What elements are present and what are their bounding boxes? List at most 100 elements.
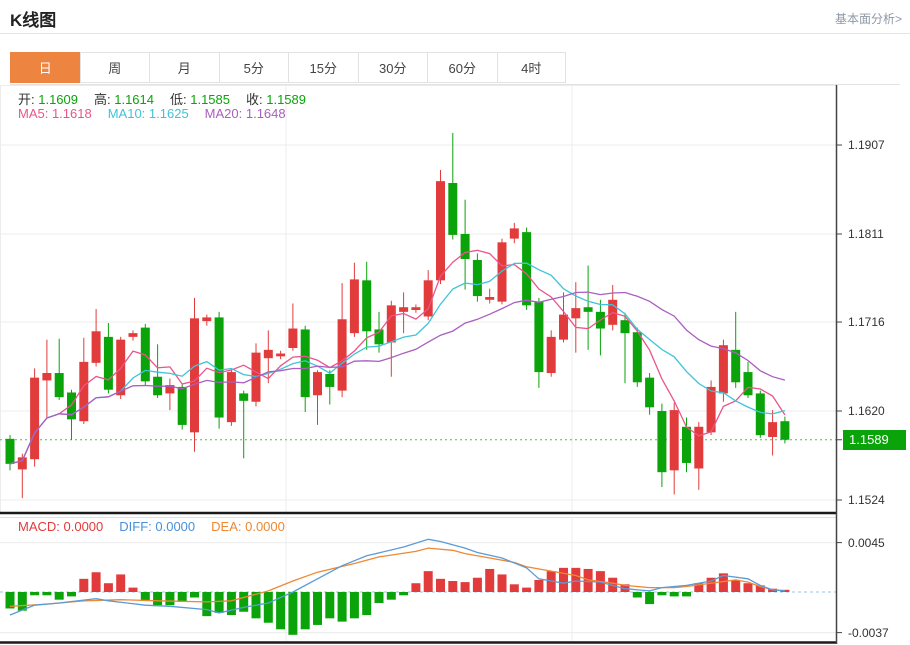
macd-bar[interactable] <box>349 592 359 619</box>
candle[interactable] <box>202 317 212 322</box>
macd-bar[interactable] <box>411 583 421 592</box>
candle[interactable] <box>103 336 113 390</box>
candle[interactable] <box>755 393 765 436</box>
candle[interactable] <box>436 181 445 281</box>
candle[interactable] <box>276 353 286 357</box>
candle[interactable] <box>288 328 298 348</box>
macd-bar[interactable] <box>743 583 753 592</box>
candle[interactable] <box>534 301 544 373</box>
macd-bar[interactable] <box>300 592 310 630</box>
candle[interactable] <box>300 329 310 398</box>
macd-bar[interactable] <box>103 583 113 592</box>
candle[interactable] <box>780 421 790 440</box>
candle[interactable] <box>337 319 347 391</box>
tab-4hour[interactable]: 4时 <box>496 52 566 83</box>
macd-bar[interactable] <box>226 592 236 616</box>
macd-bar[interactable] <box>17 592 27 611</box>
macd-bar[interactable] <box>239 592 249 612</box>
candle[interactable] <box>559 314 568 340</box>
candle[interactable] <box>706 386 716 433</box>
macd-bar[interactable] <box>448 581 458 592</box>
macd-bar[interactable] <box>79 578 89 592</box>
macd-bar[interactable] <box>657 592 667 596</box>
candle[interactable] <box>731 349 741 383</box>
candle[interactable] <box>128 333 138 337</box>
macd-bar[interactable] <box>263 592 273 623</box>
candle[interactable] <box>79 361 89 422</box>
macd-bar[interactable] <box>140 592 150 601</box>
macd-bar[interactable] <box>436 578 445 592</box>
macd-bar[interactable] <box>645 592 655 605</box>
macd-bar[interactable] <box>780 589 790 592</box>
tab-month[interactable]: 月 <box>149 52 219 83</box>
macd-bar[interactable] <box>694 583 704 592</box>
candle[interactable] <box>768 422 778 437</box>
macd-bar[interactable] <box>91 572 101 592</box>
candle[interactable] <box>718 345 728 394</box>
candle[interactable] <box>91 331 101 363</box>
macd-bar[interactable] <box>374 592 384 603</box>
macd-bar[interactable] <box>128 587 138 592</box>
macd-bar[interactable] <box>337 592 347 622</box>
candle[interactable] <box>386 305 396 343</box>
tab-5min[interactable]: 5分 <box>218 52 288 83</box>
candle[interactable] <box>645 377 655 408</box>
candle[interactable] <box>669 410 679 471</box>
candle[interactable] <box>694 426 704 469</box>
macd-bar[interactable] <box>423 571 433 592</box>
candle[interactable] <box>165 385 175 394</box>
candle[interactable] <box>509 228 519 239</box>
candle[interactable] <box>411 307 421 310</box>
candle[interactable] <box>263 349 273 359</box>
candle[interactable] <box>349 279 359 334</box>
macd-bar[interactable] <box>497 574 507 592</box>
candle[interactable] <box>460 233 470 260</box>
macd-bar[interactable] <box>731 579 741 592</box>
macd-bar[interactable] <box>632 592 642 598</box>
macd-bar[interactable] <box>54 592 64 600</box>
tab-day[interactable]: 日 <box>10 52 80 83</box>
macd-bar[interactable] <box>534 579 544 592</box>
candle[interactable] <box>632 332 642 383</box>
macd-bar[interactable] <box>755 585 765 592</box>
macd-bar[interactable] <box>276 592 286 630</box>
macd-bar[interactable] <box>472 577 482 592</box>
macd-bar[interactable] <box>509 584 519 592</box>
candle[interactable] <box>571 308 581 319</box>
macd-bar[interactable] <box>177 592 187 602</box>
macd-bar[interactable] <box>485 568 495 592</box>
macd-bar[interactable] <box>522 587 532 592</box>
macd-bar[interactable] <box>386 592 396 600</box>
candle[interactable] <box>583 307 593 312</box>
macd-bar[interactable] <box>30 592 40 596</box>
macd-bar[interactable] <box>559 567 568 592</box>
candle[interactable] <box>30 377 40 460</box>
candle[interactable] <box>485 297 495 300</box>
candle[interactable] <box>239 393 249 401</box>
candle[interactable] <box>17 457 27 470</box>
macd-bar[interactable] <box>288 592 298 635</box>
candle[interactable] <box>620 320 630 334</box>
macd-bar[interactable] <box>669 592 679 597</box>
macd-bar[interactable] <box>190 592 199 598</box>
macd-bar[interactable] <box>460 582 470 592</box>
macd-bar[interactable] <box>42 592 52 596</box>
macd-bar[interactable] <box>325 592 335 619</box>
macd-bar[interactable] <box>165 592 175 606</box>
candle[interactable] <box>362 280 372 332</box>
macd-bar[interactable] <box>214 592 224 613</box>
candle[interactable] <box>522 232 532 306</box>
fundamental-analysis-link[interactable]: 基本面分析> <box>834 12 902 26</box>
candle[interactable] <box>313 372 322 396</box>
tab-week[interactable]: 周 <box>79 52 149 83</box>
candle[interactable] <box>190 318 199 433</box>
candle[interactable] <box>472 259 482 297</box>
candle[interactable] <box>423 280 433 317</box>
candle[interactable] <box>374 329 384 345</box>
candle[interactable] <box>743 372 753 396</box>
candle[interactable] <box>497 242 507 302</box>
candle[interactable] <box>214 317 224 418</box>
tab-60min[interactable]: 60分 <box>427 52 497 83</box>
macd-bar[interactable] <box>718 573 728 592</box>
